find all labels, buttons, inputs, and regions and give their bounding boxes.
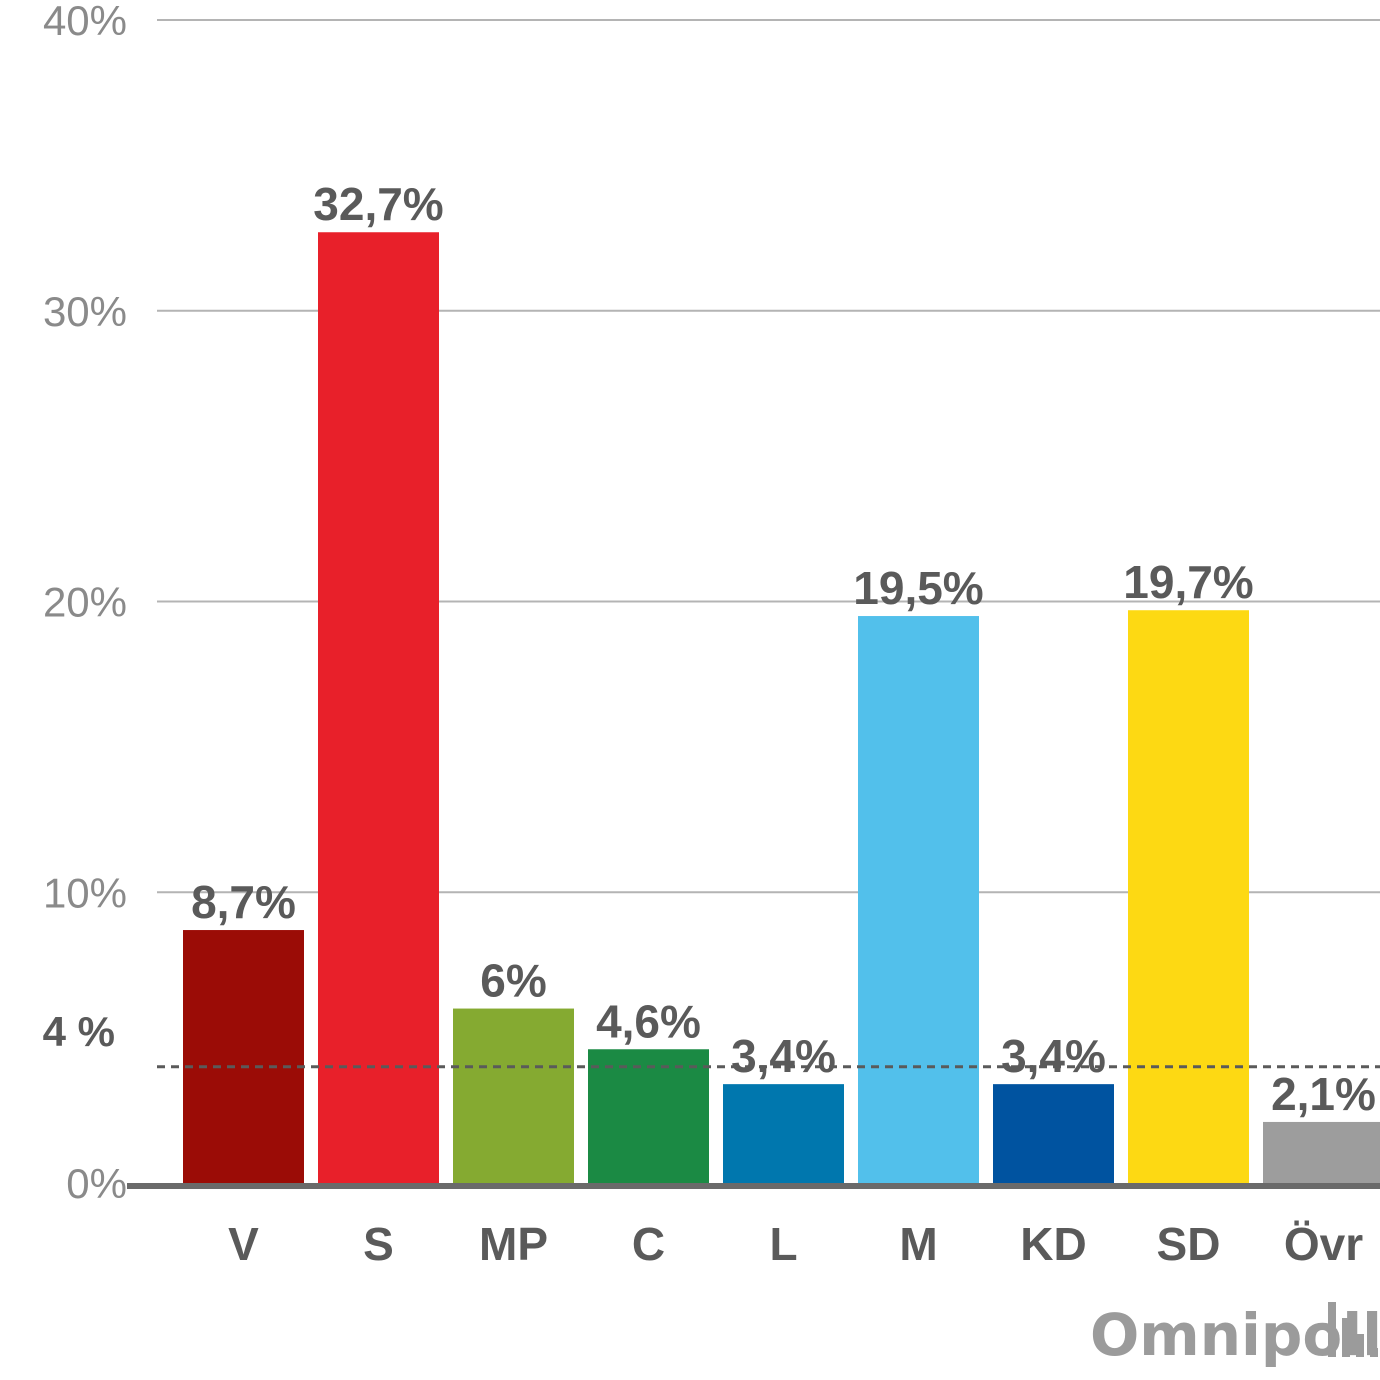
omnipoll-logo: Omnipoll	[1090, 1301, 1380, 1369]
category-label-v: V	[228, 1218, 259, 1270]
bar-sd	[1128, 610, 1249, 1183]
logo-dot	[1370, 1348, 1378, 1357]
category-label-c: C	[632, 1218, 665, 1270]
category-label-övr: Övr	[1284, 1218, 1363, 1270]
logo-bar-1	[1328, 1302, 1336, 1357]
value-label-kd: 3,4%	[1001, 1030, 1106, 1082]
bar-l	[723, 1084, 844, 1183]
value-label-v: 8,7%	[191, 876, 296, 928]
bar-s	[318, 232, 439, 1183]
y-tick-label: 30%	[43, 288, 127, 335]
bar-mp	[453, 1008, 574, 1183]
category-label-s: S	[363, 1218, 394, 1270]
category-label-m: M	[899, 1218, 937, 1270]
threshold-label: 4 %	[43, 1008, 115, 1055]
logo-bar-3	[1356, 1334, 1364, 1357]
value-labels: 8,7% 32,7% 6% 4,6% 3,4% 19,5% 3,4% 19,7% 2,1%	[191, 178, 1376, 1120]
y-tick-label: 0%	[66, 1160, 127, 1207]
bar-kd	[993, 1084, 1114, 1183]
y-tick-label: 10%	[43, 869, 127, 916]
value-label-c: 4,6%	[596, 995, 701, 1047]
y-tick-label: 20%	[43, 579, 127, 626]
value-label-övr: 2,1%	[1271, 1068, 1376, 1120]
bars	[183, 232, 1380, 1183]
bar-c	[588, 1049, 709, 1183]
bar-övr	[1263, 1121, 1380, 1183]
value-label-m: 19,5%	[853, 562, 983, 614]
bar-m	[858, 616, 979, 1183]
bar-v	[183, 930, 304, 1183]
value-label-s: 32,7%	[313, 178, 443, 230]
x-axis-category-labels: V S MP C L M KD SD Övr	[228, 1218, 1363, 1270]
category-label-kd: KD	[1020, 1218, 1086, 1270]
category-label-sd: SD	[1157, 1218, 1221, 1270]
threshold-line-group: 4 %	[43, 1008, 1380, 1069]
logo-bar-2	[1342, 1318, 1350, 1357]
y-tick-label: 40%	[43, 0, 127, 44]
category-label-l: L	[769, 1218, 797, 1270]
value-label-mp: 6%	[480, 955, 546, 1007]
logo-wordmark: Omnipoll	[1090, 1301, 1380, 1369]
category-label-mp: MP	[479, 1218, 548, 1270]
y-axis-tick-labels: 0% 10% 20% 30% 40%	[43, 0, 127, 1207]
value-label-sd: 19,7%	[1123, 556, 1253, 608]
value-label-l: 3,4%	[731, 1030, 836, 1082]
